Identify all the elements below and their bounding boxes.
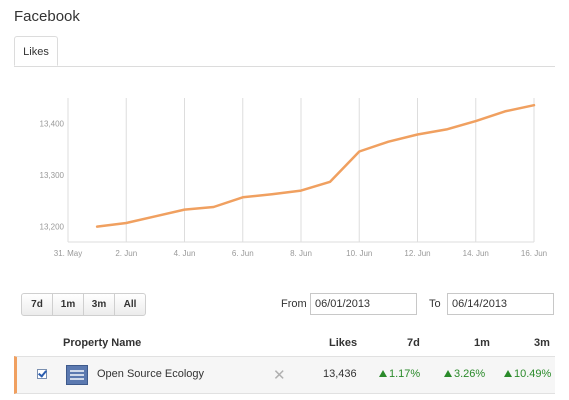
x-tick-label: 12. Jun [404, 249, 430, 258]
header-likes[interactable]: Likes [329, 337, 358, 349]
series-line [95, 103, 536, 228]
property-thumbnail [66, 365, 88, 385]
header-3m[interactable]: 3m [534, 337, 550, 349]
likes-chart: 31. May 2. Jun 4. Jun 6. Jun 8. Jun 10. Jun 12… [40, 98, 547, 258]
range-3m-button[interactable]: 3m [84, 294, 115, 315]
remove-icon[interactable]: ✕ [273, 367, 286, 384]
up-arrow-icon [504, 370, 512, 377]
tab-bar: Likes [14, 36, 555, 67]
from-label: From [281, 298, 307, 310]
x-tick-label: 10. Jun [346, 249, 372, 258]
header-property-name[interactable]: Property Name [63, 337, 142, 349]
header-1m[interactable]: 1m [474, 337, 490, 349]
to-label: To [429, 298, 441, 310]
to-date-input[interactable]: 06/14/2013 [447, 293, 554, 315]
page-title: Facebook [14, 8, 80, 25]
row-checkbox[interactable] [37, 369, 47, 379]
change-7d: 1.17% [379, 368, 420, 380]
up-arrow-icon [379, 370, 387, 377]
from-date-input[interactable]: 06/01/2013 [310, 293, 417, 315]
range-7d-button[interactable]: 7d [22, 294, 53, 315]
change-3m: 10.49% [504, 368, 551, 380]
x-tick-label: 4. Jun [174, 249, 196, 258]
x-tick-label: 6. Jun [232, 249, 254, 258]
range-1m-button[interactable]: 1m [53, 294, 84, 315]
y-tick-label: 13,400 [40, 120, 65, 129]
x-tick-label: 14. Jun [463, 249, 489, 258]
y-tick-label: 13,300 [40, 171, 65, 180]
change-1m: 3.26% [444, 368, 485, 380]
x-tick-label: 8. Jun [290, 249, 312, 258]
x-tick-label: 2. Jun [115, 249, 137, 258]
range-button-group: 7d 1m 3m All [21, 293, 146, 316]
likes-value: 13,436 [323, 368, 357, 380]
range-all-button[interactable]: All [123, 299, 137, 310]
property-name[interactable]: Open Source Ecology [97, 368, 205, 380]
y-tick-label: 13,200 [40, 223, 65, 232]
up-arrow-icon [444, 370, 452, 377]
x-tick-label: 31. May [54, 249, 82, 258]
header-7d[interactable]: 7d [407, 337, 420, 349]
x-tick-label: 16. Jun [521, 249, 547, 258]
tab-likes[interactable]: Likes [14, 36, 58, 66]
table-row: Open Source Ecology ✕ 13,436 1.17% 3.26%… [14, 356, 555, 394]
